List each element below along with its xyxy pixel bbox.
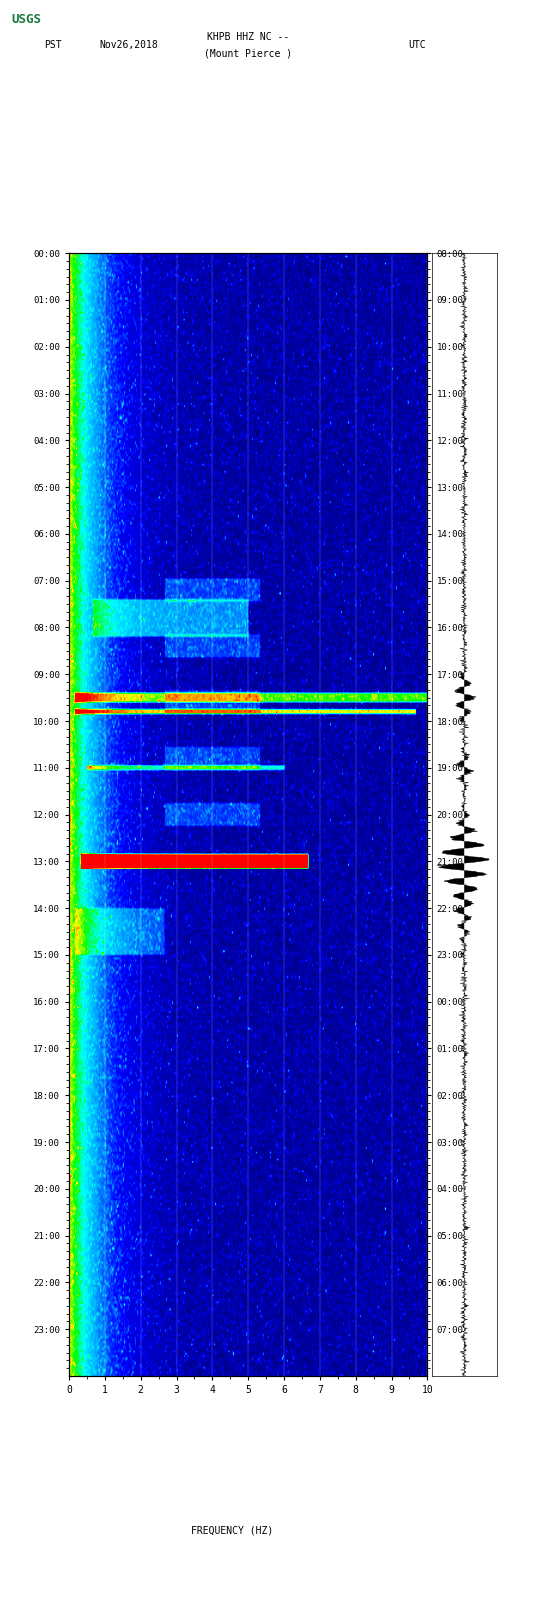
Text: KHPB HHZ NC --: KHPB HHZ NC --	[207, 32, 290, 42]
Text: (Mount Pierce ): (Mount Pierce )	[204, 48, 293, 58]
Text: UTC: UTC	[408, 40, 426, 50]
Text: FREQUENCY (HZ): FREQUENCY (HZ)	[190, 1526, 273, 1536]
Text: PST: PST	[44, 40, 62, 50]
Text: USGS: USGS	[11, 13, 41, 26]
Text: Nov26,2018: Nov26,2018	[99, 40, 158, 50]
